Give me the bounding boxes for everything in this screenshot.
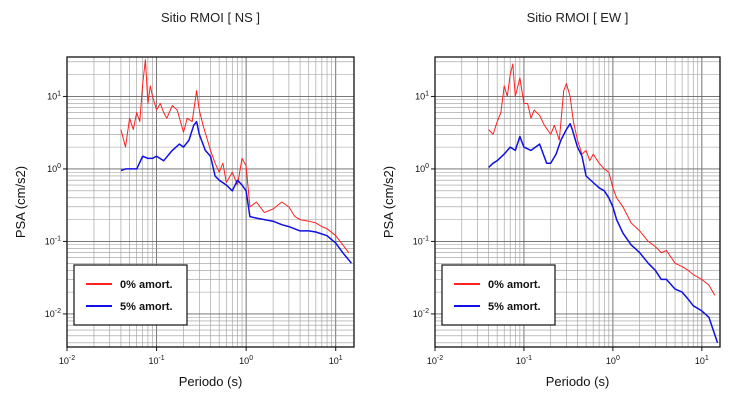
y-tick-label: 10-2: [45, 308, 61, 319]
series-line-2: [488, 123, 719, 344]
grid: [66, 57, 354, 347]
x-axis-label: Periodo (s): [179, 374, 243, 389]
x-tick-label: 100: [606, 355, 620, 366]
plot-frame: [66, 56, 355, 348]
plot-frame: [434, 56, 721, 348]
x-tick-label: 100: [239, 355, 253, 366]
chart-title: Sitio RMOI [ EW ]: [527, 10, 629, 25]
y-tick-label: 10-1: [45, 235, 61, 246]
legend-label: 5% amort.: [488, 301, 541, 313]
x-tick-label: 10-2: [427, 355, 443, 366]
y-tick-label: 10-1: [413, 235, 429, 246]
x-tick-label: 10-1: [148, 355, 164, 366]
y-tick-label: 100: [47, 163, 61, 174]
legend: 0% amort. 5% amort.: [441, 264, 556, 326]
y-axis-label: PSA (cm/s2): [381, 166, 396, 238]
series-line-1: [488, 63, 716, 296]
chart-panel-2: 10-2 10-1 100 101 10-2 10-1 100 101 Sitio RMOI […: [381, 10, 721, 389]
legend: 0% amort. 5% amort.: [73, 264, 188, 326]
chart-panel-1: 10-2 10-1 100 101 10-2 10-1 100 101 Sitio RMOI […: [13, 10, 355, 389]
legend-label: 0% amort.: [120, 279, 173, 291]
grid: [434, 57, 720, 347]
x-tick-label: 10-1: [516, 355, 532, 366]
series-line-1: [120, 59, 350, 254]
legend-label: 5% amort.: [120, 301, 173, 313]
chart-title: Sitio RMOI [ NS ]: [161, 10, 260, 25]
y-tick-label: 100: [415, 163, 429, 174]
y-tick-label: 101: [415, 90, 429, 101]
x-tick-label: 101: [695, 355, 709, 366]
y-tick-label: 101: [47, 90, 61, 101]
y-axis-label: PSA (cm/s2): [13, 166, 28, 238]
series-line-2: [120, 120, 353, 264]
legend-box: [441, 264, 556, 326]
legend-box: [73, 264, 188, 326]
x-tick-label: 101: [329, 355, 343, 366]
y-tick-label: 10-2: [413, 308, 429, 319]
x-axis-label: Periodo (s): [546, 374, 610, 389]
legend-label: 0% amort.: [488, 279, 541, 291]
x-tick-label: 10-2: [59, 355, 75, 366]
